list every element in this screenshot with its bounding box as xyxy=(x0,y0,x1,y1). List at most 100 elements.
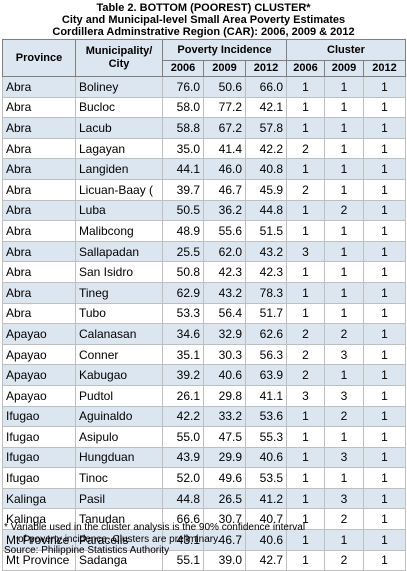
poverty-2006-cell: 58.0 xyxy=(162,96,204,119)
table-row: Abra Bucloc 58.0 77.2 42.1 1 1 1 xyxy=(2,96,406,119)
table-row: Apayao Calanasan 34.6 32.9 62.6 2 2 1 xyxy=(2,323,406,345)
cluster-year-2012-header: 2012 xyxy=(363,60,406,77)
cluster-2006-cell: 1 xyxy=(286,426,325,448)
municipality-cell: Lagayan xyxy=(75,137,163,160)
cluster-2012-cell: 1 xyxy=(363,261,406,283)
cluster-2009-cell: 2 xyxy=(324,323,364,345)
poverty-2009-cell: 29.8 xyxy=(203,384,246,407)
poverty-2009-cell: 50.6 xyxy=(203,76,246,98)
poverty-2006-cell: 58.8 xyxy=(162,117,204,139)
cluster-2006-cell: 2 xyxy=(286,178,325,201)
poverty-2012-cell: 66.0 xyxy=(245,76,287,98)
footnote-line-2: of poverty incidence. Clusters are preli… xyxy=(18,533,221,545)
poverty-2012-cell: 44.8 xyxy=(245,199,287,222)
cluster-2006-cell: 2 xyxy=(286,364,325,386)
poverty-2012-cell: 42.3 xyxy=(245,261,287,283)
poverty-2012-cell: 40.7 xyxy=(245,508,287,531)
cluster-2009-cell: 2 xyxy=(324,405,364,428)
municipality-cell: Tanudan xyxy=(75,508,163,531)
cluster-2009-cell: 1 xyxy=(324,178,364,201)
table-row: Apayao Pudtol 26.1 29.8 41.1 3 3 1 xyxy=(2,384,406,407)
cluster-2012-cell: 1 xyxy=(363,487,406,510)
cluster-year-2006-header: 2006 xyxy=(286,60,325,77)
cluster-2012-cell: 1 xyxy=(363,281,406,304)
cluster-2009-cell: 1 xyxy=(324,240,364,263)
poverty-2009-cell: 26.5 xyxy=(203,487,246,510)
cluster-2006-cell: 3 xyxy=(286,240,325,263)
table-row: Abra Langiden 44.1 46.0 40.8 1 1 1 xyxy=(2,158,406,180)
province-cell: Abra xyxy=(2,220,76,242)
poverty-2009-cell: 36.2 xyxy=(203,199,246,222)
table-row: Abra San Isidro 50.8 42.3 42.3 1 1 1 xyxy=(2,261,406,283)
cluster-2009-cell: 1 xyxy=(324,96,364,119)
poverty-2012-cell: 55.3 xyxy=(245,426,287,448)
poverty-2012-cell: 78.3 xyxy=(245,281,287,304)
province-cell: Abra xyxy=(2,178,76,201)
poverty-2006-cell: 43.1 xyxy=(162,529,204,551)
cluster-2006-cell: 1 xyxy=(286,158,325,180)
poverty-2006-cell: 55.0 xyxy=(162,426,204,448)
cluster-2012-cell: 1 xyxy=(363,96,406,119)
poverty-table: Province Municipality/ City Poverty Inci… xyxy=(2,39,406,571)
table-row: Kalinga Pasil 44.8 26.5 41.2 1 3 1 xyxy=(2,487,406,510)
province-header: Province xyxy=(2,39,76,77)
province-cell: Mt Province xyxy=(2,529,76,551)
poverty-2012-cell: 42.2 xyxy=(245,137,287,160)
cluster-2006-cell: 1 xyxy=(286,261,325,283)
cluster-2009-cell: 1 xyxy=(324,281,364,304)
cluster-2012-cell: 1 xyxy=(363,220,406,242)
cluster-2012-cell: 1 xyxy=(363,240,406,263)
table-row: Abra Boliney 76.0 50.6 66.0 1 1 1 xyxy=(2,76,406,98)
municipality-cell: Aguinaldo xyxy=(75,405,163,428)
cluster-2009-cell: 1 xyxy=(324,117,364,139)
poverty-2006-cell: 39.2 xyxy=(162,364,204,386)
province-cell: Kalinga xyxy=(2,508,76,531)
table-row: Abra Luba 50.5 36.2 44.8 1 2 1 xyxy=(2,199,406,222)
municipality-header: Municipality/ City xyxy=(75,39,163,77)
cluster-2006-cell: 1 xyxy=(286,281,325,304)
poverty-2006-cell: 66.6 xyxy=(162,508,204,531)
poverty-2009-cell: 47.5 xyxy=(203,426,246,448)
municipality-cell: Boliney xyxy=(75,76,163,98)
poverty-2006-cell: 25.5 xyxy=(162,240,204,263)
footnote-line-1: * Variable used in the cluster analysis … xyxy=(4,522,306,533)
municipality-cell: San Isidro xyxy=(75,261,163,283)
cluster-2012-cell: 1 xyxy=(363,302,406,325)
municipality-cell: Bucloc xyxy=(75,96,163,119)
table-titles: Table 2. BOTTOM (POOREST) CLUSTER* City … xyxy=(0,0,407,38)
cluster-2012-cell: 1 xyxy=(363,426,406,448)
poverty-incidence-header: Poverty Incidence xyxy=(162,39,287,61)
table-row: Abra Lagayan 35.0 41.4 42.2 2 1 1 xyxy=(2,137,406,160)
pi-year-2009-header: 2009 xyxy=(203,60,246,77)
cluster-2012-cell: 1 xyxy=(363,467,406,489)
province-cell: Apayao xyxy=(2,323,76,345)
municipality-cell: Tineg xyxy=(75,281,163,304)
cluster-2009-cell: 1 xyxy=(324,158,364,180)
province-cell: Abra xyxy=(2,240,76,263)
poverty-2006-cell: 26.1 xyxy=(162,384,204,407)
poverty-2009-cell: 41.4 xyxy=(203,137,246,160)
cluster-2006-cell: 1 xyxy=(286,96,325,119)
municipality-cell: Pasil xyxy=(75,487,163,510)
cluster-2009-cell: 1 xyxy=(324,261,364,283)
cluster-year-2009-header: 2009 xyxy=(324,60,364,77)
cluster-2006-cell: 1 xyxy=(286,446,325,469)
cluster-2009-cell: 2 xyxy=(324,199,364,222)
province-cell: Ifugao xyxy=(2,467,76,489)
municipality-cell: Pudtol xyxy=(75,384,163,407)
municipality-cell: Malibcong xyxy=(75,220,163,242)
cluster-2006-cell: 1 xyxy=(286,405,325,428)
province-cell: Abra xyxy=(2,199,76,222)
cluster-2009-cell: 3 xyxy=(324,487,364,510)
cluster-2009-cell: 1 xyxy=(324,137,364,160)
poverty-2006-cell: 50.5 xyxy=(162,199,204,222)
cluster-2012-cell: 1 xyxy=(363,137,406,160)
cluster-2012-cell: 1 xyxy=(363,76,406,98)
poverty-2006-cell: 34.6 xyxy=(162,323,204,345)
province-cell: Kalinga xyxy=(2,487,76,510)
poverty-2009-cell: 67.2 xyxy=(203,117,246,139)
table-subtitle-1: City and Municipal-level Small Area Pove… xyxy=(61,14,346,26)
cluster-2009-cell: 3 xyxy=(324,384,364,407)
poverty-2012-cell: 57.8 xyxy=(245,117,287,139)
cluster-2012-cell: 1 xyxy=(363,405,406,428)
